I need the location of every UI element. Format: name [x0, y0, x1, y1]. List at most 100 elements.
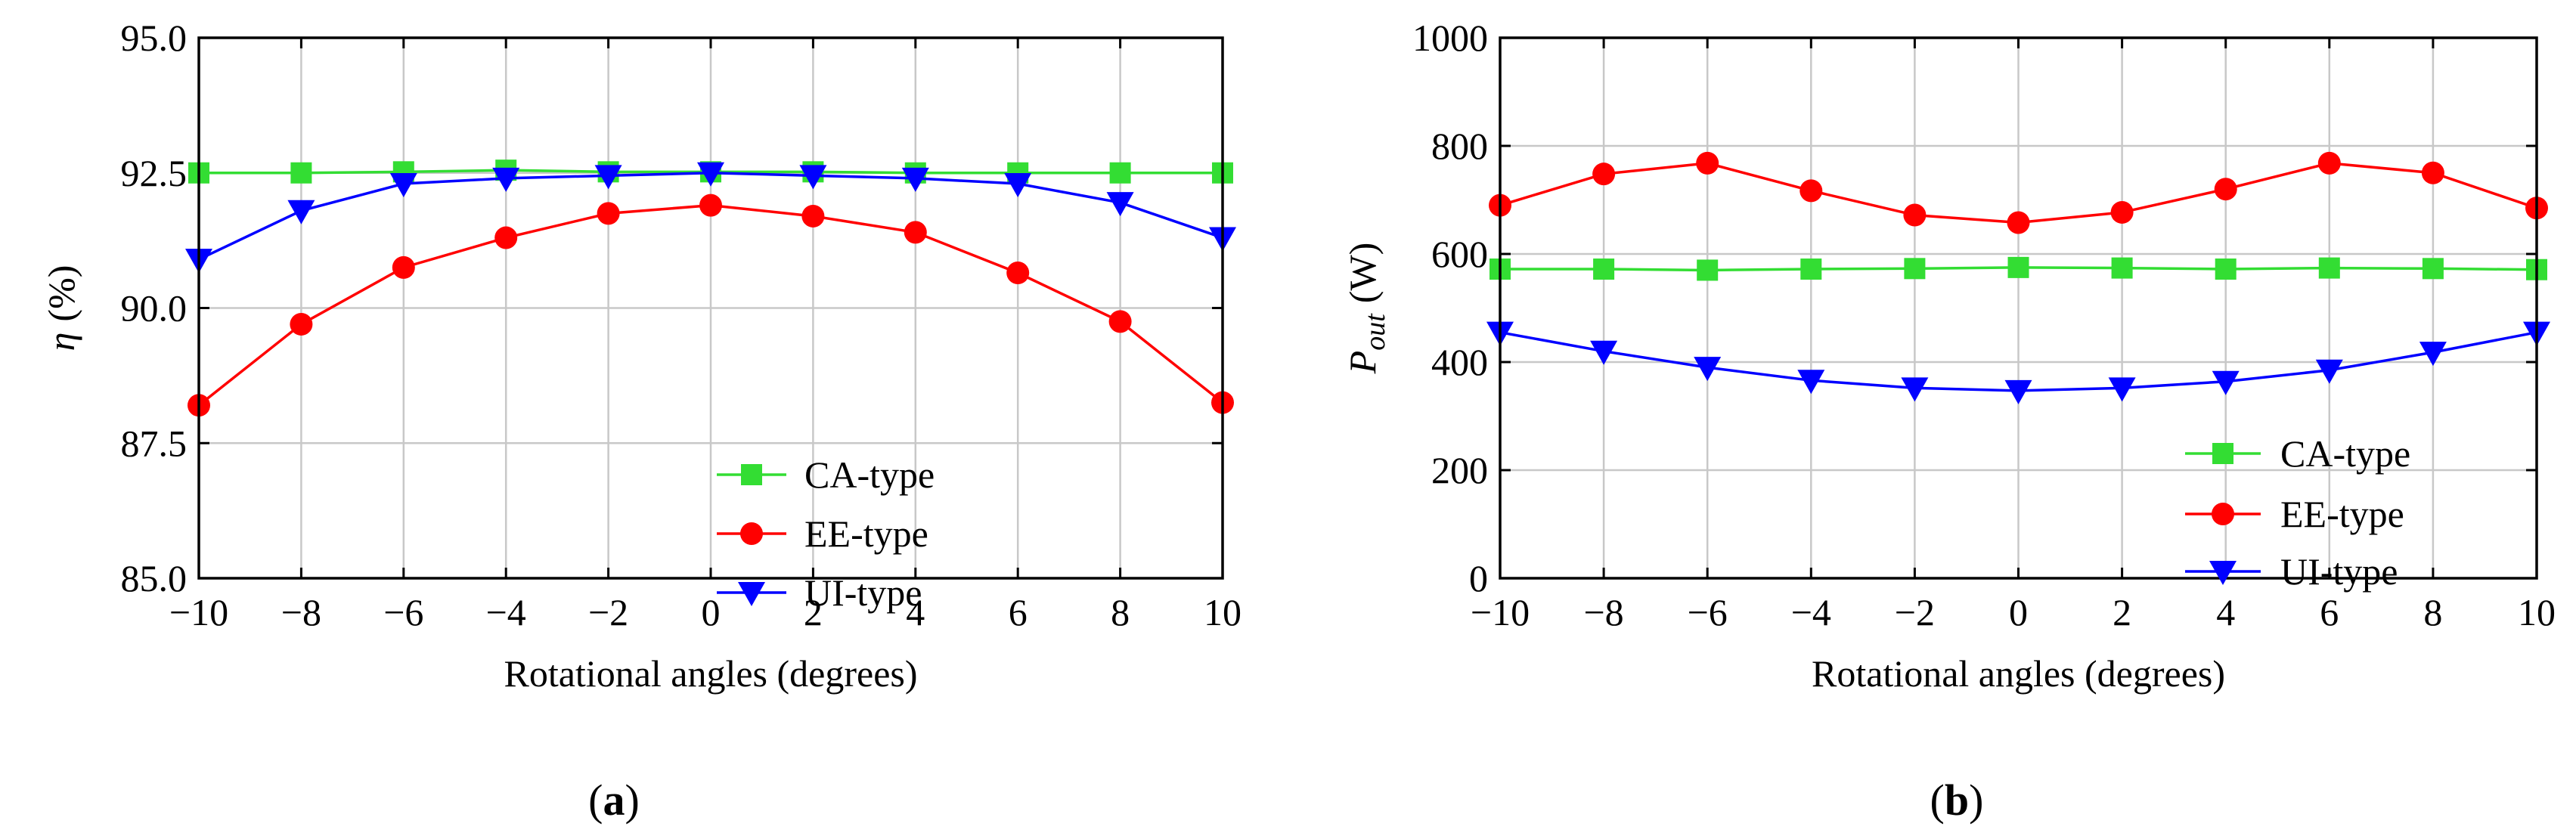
- panel-caption: (a): [588, 776, 640, 825]
- legend: CA-type EE-type UI-type: [717, 454, 935, 614]
- data-point: [2318, 257, 2340, 279]
- data-point: [1904, 258, 1926, 280]
- data-point: [1696, 151, 1719, 175]
- series-ui-type: [1486, 321, 2550, 404]
- y-tick-label: 87.5: [121, 422, 188, 464]
- data-point: [1006, 262, 1030, 285]
- panel-caption: (b): [1930, 776, 1984, 825]
- data-point: [1797, 370, 1825, 395]
- data-point: [2421, 161, 2444, 184]
- data-point: [1592, 163, 1616, 186]
- data-point: [2007, 211, 2030, 234]
- legend-marker: [741, 464, 762, 485]
- data-point: [290, 312, 313, 336]
- data-point: [2419, 342, 2447, 367]
- data-point: [594, 165, 622, 190]
- data-point: [1004, 173, 1032, 198]
- y-axis-symbol: P: [1341, 351, 1384, 375]
- x-tick-label: −4: [486, 591, 526, 633]
- caption-letter: a: [603, 776, 625, 825]
- x-tick-label: −6: [1688, 591, 1728, 633]
- data-point: [597, 202, 620, 225]
- data-point: [389, 173, 417, 198]
- x-tick-label: 0: [702, 591, 721, 633]
- y-tick-label: 92.5: [121, 152, 188, 194]
- legend-label: EE-type: [804, 512, 928, 555]
- data-point: [494, 226, 518, 249]
- caption-letter: b: [1945, 776, 1969, 825]
- data-point: [2315, 359, 2343, 384]
- x-tick-label: −10: [169, 591, 228, 633]
- data-point: [1109, 162, 1131, 184]
- data-point: [392, 255, 415, 279]
- y-axis-symbol: η: [40, 333, 82, 351]
- x-tick-label: −4: [1791, 591, 1831, 633]
- caption-open-paren: (: [1930, 776, 1945, 825]
- data-point: [1901, 377, 1929, 402]
- caption-open-paren: (: [588, 776, 603, 825]
- data-point: [697, 162, 724, 187]
- legend-label: CA-type: [804, 454, 935, 496]
- y-tick-label: 0: [1469, 557, 1488, 599]
- chart-panel-a: −10 −8 −6 −4 −2 0 2 4 6 8 10 85.0 87.5 90.0 92.5 95.0 CA…: [40, 17, 1242, 825]
- y-tick-label: 200: [1431, 449, 1488, 491]
- caption-close-paren: ): [1969, 776, 1983, 825]
- x-tick-label: −2: [1895, 591, 1935, 633]
- data-point: [290, 162, 312, 184]
- data-point: [492, 167, 520, 192]
- legend-marker: [738, 582, 765, 606]
- plot-frame: [1499, 36, 2538, 580]
- legend-label: CA-type: [2280, 432, 2410, 475]
- x-tick-label: 6: [2320, 591, 2339, 633]
- series-ui-type: [185, 162, 1236, 274]
- legend-label: UI-type: [804, 571, 922, 614]
- y-tick-label: 600: [1431, 233, 1488, 275]
- data-point: [1593, 259, 1615, 280]
- y-tick-label: 90.0: [121, 287, 188, 330]
- legend-label: UI-type: [2280, 550, 2398, 593]
- data-point: [287, 200, 315, 224]
- data-point: [2007, 256, 2029, 278]
- chart-panel-b: −10 −8 −6 −4 −2 0 2 4 6 8 10 0 200 400 600 800 1000 CA-ty…: [1341, 17, 2556, 825]
- data-point: [1697, 259, 1719, 281]
- y-axis-title: η (%): [40, 265, 82, 351]
- y-tick-label: 95.0: [121, 17, 188, 59]
- caption-close-paren: ): [625, 776, 640, 825]
- data-point: [2004, 379, 2032, 404]
- x-tick-label: −8: [281, 591, 321, 633]
- data-point: [2214, 178, 2237, 201]
- x-tick-label: 10: [2518, 591, 2556, 633]
- y-tick-label: 800: [1431, 125, 1488, 167]
- data-point: [2317, 151, 2341, 175]
- data-point: [1799, 179, 1823, 203]
- x-tick-label: −6: [383, 591, 423, 633]
- plot-frame: [197, 36, 1224, 580]
- data-point: [2111, 257, 2133, 279]
- x-axis-title: Rotational angles (degrees): [1812, 652, 2225, 695]
- x-tick-label: 8: [2423, 591, 2442, 633]
- data-point: [1903, 203, 1927, 227]
- data-point: [1694, 357, 1722, 382]
- data-point: [1800, 259, 1822, 280]
- x-tick-label: 2: [2113, 591, 2131, 633]
- x-tick-label: −10: [1471, 591, 1530, 633]
- data-point: [699, 193, 722, 217]
- x-tick-label: 2: [804, 591, 823, 633]
- legend-marker: [2212, 503, 2234, 525]
- data-point: [901, 167, 929, 192]
- x-tick-label: 8: [1111, 591, 1130, 633]
- y-tick-label: 1000: [1412, 17, 1488, 59]
- x-tick-label: −8: [1583, 591, 1623, 633]
- y-tick-label: 400: [1431, 341, 1488, 383]
- y-axis-unit: (%): [40, 265, 82, 322]
- y-tick-label: 85.0: [121, 557, 188, 599]
- series-ee-type: [188, 193, 1234, 417]
- data-point: [2215, 259, 2237, 280]
- legend-marker: [2209, 561, 2237, 585]
- legend-label: EE-type: [2280, 493, 2404, 535]
- data-point: [801, 204, 825, 228]
- x-tick-label: 0: [2009, 591, 2028, 633]
- data-point: [1108, 310, 1132, 333]
- x-tick-label: 6: [1009, 591, 1028, 633]
- legend-marker: [2212, 443, 2233, 464]
